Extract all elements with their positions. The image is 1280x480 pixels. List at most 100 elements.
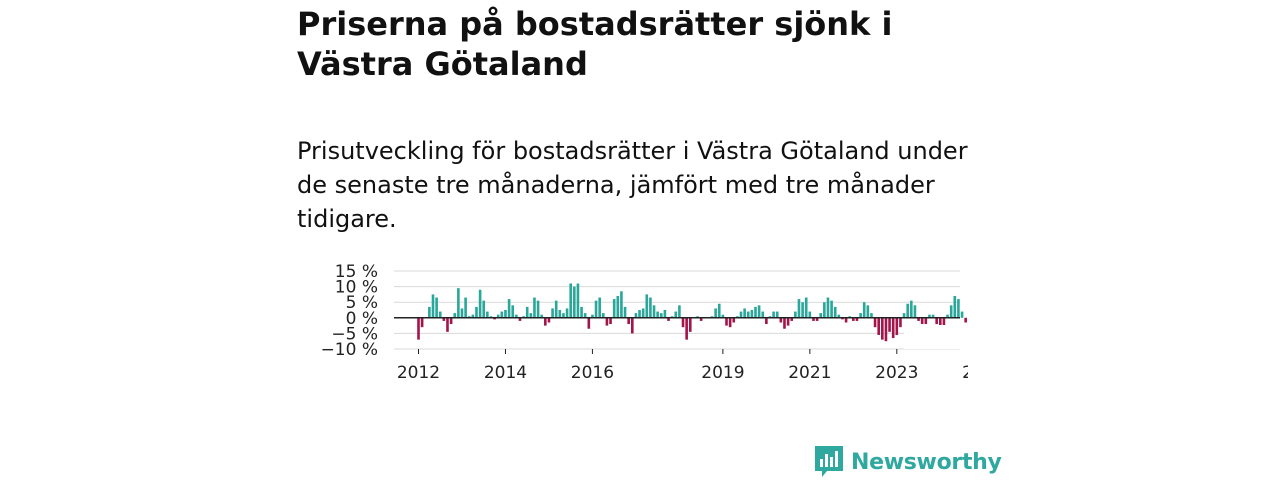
bar	[605, 317, 609, 326]
bar	[935, 317, 938, 325]
y-tick-label: 15 %	[335, 262, 378, 282]
x-tick-label: 2019	[701, 363, 744, 383]
grid-layer	[394, 270, 960, 350]
bar	[515, 314, 518, 318]
bar	[837, 314, 841, 318]
bar	[841, 317, 844, 320]
bar	[649, 297, 652, 318]
bar	[899, 317, 902, 328]
bar	[438, 311, 442, 318]
bar	[442, 317, 446, 321]
bar	[866, 305, 870, 318]
bar	[746, 311, 750, 318]
bar	[446, 317, 449, 332]
y-tick-label: 0 %	[346, 309, 378, 329]
bar	[946, 314, 949, 318]
bar	[815, 317, 819, 321]
bar	[558, 310, 562, 318]
bar	[431, 294, 435, 318]
bar	[964, 317, 967, 323]
bar	[870, 313, 873, 318]
bar	[721, 314, 725, 318]
bar	[826, 297, 830, 318]
x-tick-label: 2014	[484, 363, 527, 383]
bar	[525, 306, 529, 318]
bar	[602, 313, 605, 318]
bar	[536, 300, 540, 318]
bar	[688, 317, 692, 332]
bar	[881, 317, 884, 340]
bar	[725, 317, 728, 326]
bar	[757, 305, 761, 318]
bar	[710, 316, 714, 318]
x-tick-label: 2025	[962, 363, 968, 383]
bar	[449, 317, 453, 325]
newsworthy-logo-icon	[815, 446, 843, 477]
bar	[888, 317, 891, 332]
x-axis: 2012 2014 2016 2019 2021 2023 2025	[397, 349, 968, 383]
bar	[634, 313, 638, 318]
bar	[428, 306, 431, 318]
bar	[486, 311, 489, 318]
bar	[685, 317, 688, 340]
bar	[627, 317, 630, 325]
bar	[551, 308, 554, 318]
brand-name: Newsworthy	[851, 449, 1002, 475]
bar	[518, 317, 522, 321]
bar	[522, 316, 525, 318]
bar	[775, 311, 779, 318]
bar	[562, 313, 565, 318]
bar	[877, 317, 880, 335]
bar	[667, 317, 670, 321]
bar	[844, 317, 848, 323]
bar	[768, 316, 772, 318]
bar	[696, 316, 699, 318]
bar	[587, 317, 591, 329]
bar	[786, 317, 790, 326]
bar	[652, 305, 656, 318]
bar	[460, 308, 464, 318]
bar	[957, 299, 960, 318]
chart-subtitle: Prisutveckling för bostadsrätter i Västr…	[297, 137, 968, 233]
bar	[489, 316, 493, 318]
bar	[949, 305, 953, 318]
bar	[554, 300, 558, 318]
chart-title: Priserna på bostadsrätter sjönk i Västra…	[297, 5, 893, 83]
bar	[913, 305, 917, 318]
bar	[772, 311, 775, 318]
bar	[674, 311, 678, 318]
y-tick-label: −5 %	[331, 324, 378, 344]
bar	[576, 283, 580, 318]
bar	[736, 316, 739, 318]
bar	[819, 313, 823, 318]
bar	[739, 311, 743, 318]
bar	[910, 300, 913, 318]
bar	[906, 303, 909, 318]
bar	[891, 317, 895, 339]
bar	[482, 300, 486, 318]
bar	[812, 317, 815, 321]
bar	[953, 295, 957, 318]
bar	[507, 299, 511, 318]
bar	[544, 317, 547, 326]
bar	[779, 317, 783, 323]
bar	[823, 302, 826, 318]
bar	[659, 313, 663, 318]
bar	[924, 317, 928, 325]
bar	[630, 317, 634, 334]
bar	[435, 297, 438, 318]
bar	[493, 317, 496, 320]
bar	[678, 305, 681, 318]
bar	[794, 311, 797, 318]
bar	[801, 302, 804, 318]
bar	[540, 314, 544, 318]
bar	[917, 317, 920, 321]
bar	[765, 317, 768, 325]
bar	[420, 317, 424, 328]
bar	[417, 317, 420, 340]
bar	[681, 317, 685, 328]
bar	[873, 317, 877, 328]
bar	[754, 306, 757, 318]
bar	[598, 297, 601, 318]
bar	[928, 314, 931, 318]
